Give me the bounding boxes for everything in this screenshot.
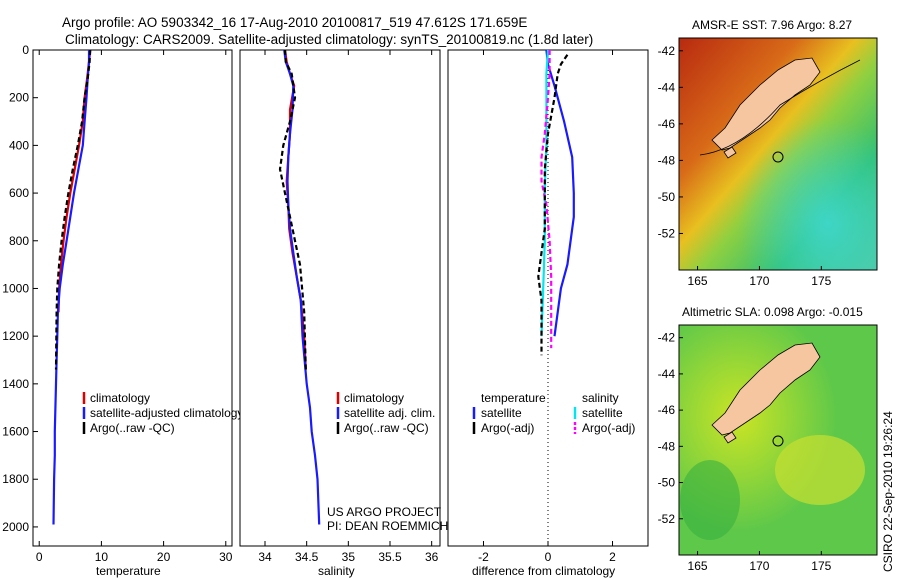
legend-label-argo: Argo(..raw -QC) (90, 421, 175, 435)
salinity-panel: 34 34.5 35 35.5 36 salinity climatology sate… (239, 49, 448, 578)
difference-xlabel: difference from climatology (472, 564, 615, 578)
difference-lines (537, 49, 575, 356)
map-y-tick-label: -46 (658, 403, 676, 417)
y-tick-label: 1600 (2, 425, 29, 439)
legend-label-climatology: climatology (344, 391, 404, 405)
sla-map-ticks: 165 170 175 -42 -44 -46 -48 -50 -52 (658, 331, 832, 573)
map-y-tick-label: -50 (658, 476, 676, 490)
salinity-axes-box (239, 49, 441, 547)
x-tick-label: 0 (545, 550, 552, 564)
x-tick-label: 20 (157, 550, 171, 564)
header-line-1: Argo profile: AO 5903342_16 17-Aug-2010 … (62, 15, 527, 30)
legend-label-sal-satellite: satellite (582, 406, 623, 420)
y-tick-label: 200 (9, 91, 29, 105)
sst-map-ticks: 165 170 175 -42 -44 -46 -48 -50 -52 (658, 44, 832, 288)
credit-pi: PI: DEAN ROEMMICH (327, 519, 448, 533)
sla-map: 165 170 175 -42 -44 -46 -48 -50 -52 (658, 324, 878, 573)
temperature-xlabel: temperature (96, 564, 161, 578)
sla-land-south-island (711, 342, 821, 436)
y-tick-label: 2000 (2, 520, 29, 534)
x-tick-label: 10 (95, 550, 109, 564)
map-y-tick-label: -46 (658, 117, 676, 131)
x-tick-label: 34 (258, 550, 272, 564)
series-line-temperature-satellite (545, 49, 575, 337)
difference-legend: temperature satellite Argo(-adj) salinit… (472, 391, 635, 435)
map-y-tick-label: -42 (658, 331, 676, 345)
map-y-tick-label: -44 (658, 367, 676, 381)
sla-low-region (680, 460, 740, 540)
map-y-tick-label: -44 (658, 80, 676, 94)
legend-label-temp-argo: Argo(-adj) (481, 421, 534, 435)
x-tick-label: 0 (36, 550, 43, 564)
temperature-legend: climatology satellite-adjusted climatolo… (82, 391, 243, 435)
map-x-tick-label: 170 (749, 274, 769, 288)
x-tick-label: 2 (609, 550, 616, 564)
sst-map: 165 170 175 -42 -44 -46 -48 -50 -52 (658, 37, 878, 288)
sla-map-frame (678, 324, 878, 556)
y-tick-label: 1200 (2, 329, 29, 343)
map-x-tick-label: 175 (811, 274, 831, 288)
map-y-tick-label: -48 (658, 153, 676, 167)
temperature-lines (52, 49, 92, 525)
series-line-salinity-argo-adj (540, 50, 553, 349)
csiro-timestamp: CSIRO 22-Sep-2010 19:26:24 (881, 411, 895, 572)
series-line-argo-raw-qc (54, 49, 92, 370)
salinity-xlabel: salinity (318, 564, 355, 578)
y-tick-label: 1000 (2, 281, 29, 295)
legend-label-sal-argo: Argo(-adj) (582, 421, 635, 435)
series-line-satellite-adjusted-climatology (52, 50, 91, 525)
legend-label-temp-satellite: satellite (481, 406, 522, 420)
header-line-2: Climatology: CARS2009. Satellite-adjuste… (65, 32, 593, 47)
sst-land-stewart-island (723, 146, 737, 159)
x-tick-label: -2 (478, 550, 489, 564)
y-tick-label: 400 (9, 138, 29, 152)
x-tick-label: 35.5 (378, 550, 402, 564)
difference-panel: -2 0 2 difference from climatology tempera… (447, 49, 649, 578)
legend-label-climatology: climatology (90, 391, 150, 405)
x-tick-label: 30 (219, 550, 233, 564)
temperature-ticks: 0 10 20 30 0 200 400 600 800 1000 1200 1400 1600 1800… (2, 43, 232, 564)
series-line-argo-raw-qc (278, 49, 307, 370)
sst-argo-location-marker (772, 151, 784, 163)
legend-label-satellite-adj: satellite adj. clim. (344, 406, 435, 420)
legend-heading-salinity: salinity (582, 391, 619, 405)
salinity-legend: climatology satellite adj. clim. Argo(..… (336, 391, 435, 435)
map-y-tick-label: -42 (658, 44, 676, 58)
temperature-panel: 0 10 20 30 0 200 400 600 800 1000 1200 1400 1600 1800… (2, 43, 243, 578)
sst-contour-line (699, 59, 861, 156)
x-tick-label: 36 (425, 550, 439, 564)
sst-map-title: AMSR-E SST: 7.96 Argo: 8.27 (692, 18, 852, 32)
legend-label-argo: Argo(..raw -QC) (344, 421, 429, 435)
series-line-temperature-argo-adj (537, 54, 569, 356)
sst-land-south-island (711, 57, 821, 151)
x-tick-label: 34.5 (295, 550, 319, 564)
x-tick-label: 35 (342, 550, 356, 564)
map-y-tick-label: -48 (658, 439, 676, 453)
map-y-tick-label: -52 (658, 512, 676, 526)
y-tick-label: 600 (9, 186, 29, 200)
y-tick-label: 800 (9, 234, 29, 248)
y-tick-label: 0 (22, 43, 29, 57)
map-y-tick-label: -52 (658, 226, 676, 240)
map-y-tick-label: -50 (658, 190, 676, 204)
map-x-tick-label: 165 (688, 559, 708, 573)
temperature-axes-box (32, 49, 233, 547)
y-tick-label: 1800 (2, 472, 29, 486)
salinity-ticks: 34 34.5 35 35.5 36 (258, 50, 439, 564)
series-line-salinity-satellite (540, 49, 550, 337)
legend-label-satellite-adjusted: satellite-adjusted climatology (90, 406, 243, 420)
map-x-tick-label: 175 (811, 559, 831, 573)
y-tick-label: 1400 (2, 377, 29, 391)
sla-land-stewart-island (723, 431, 737, 444)
sla-argo-location-marker (772, 435, 784, 447)
credit-project: US ARGO PROJECT (327, 505, 442, 519)
legend-heading-temperature: temperature (481, 391, 546, 405)
sla-map-title: Altimetric SLA: 0.098 Argo: -0.015 (682, 305, 863, 319)
sst-map-frame (678, 37, 878, 271)
map-x-tick-label: 170 (749, 559, 769, 573)
sla-high-region-2 (775, 435, 865, 505)
map-x-tick-label: 165 (688, 274, 708, 288)
salinity-lines (278, 49, 321, 525)
